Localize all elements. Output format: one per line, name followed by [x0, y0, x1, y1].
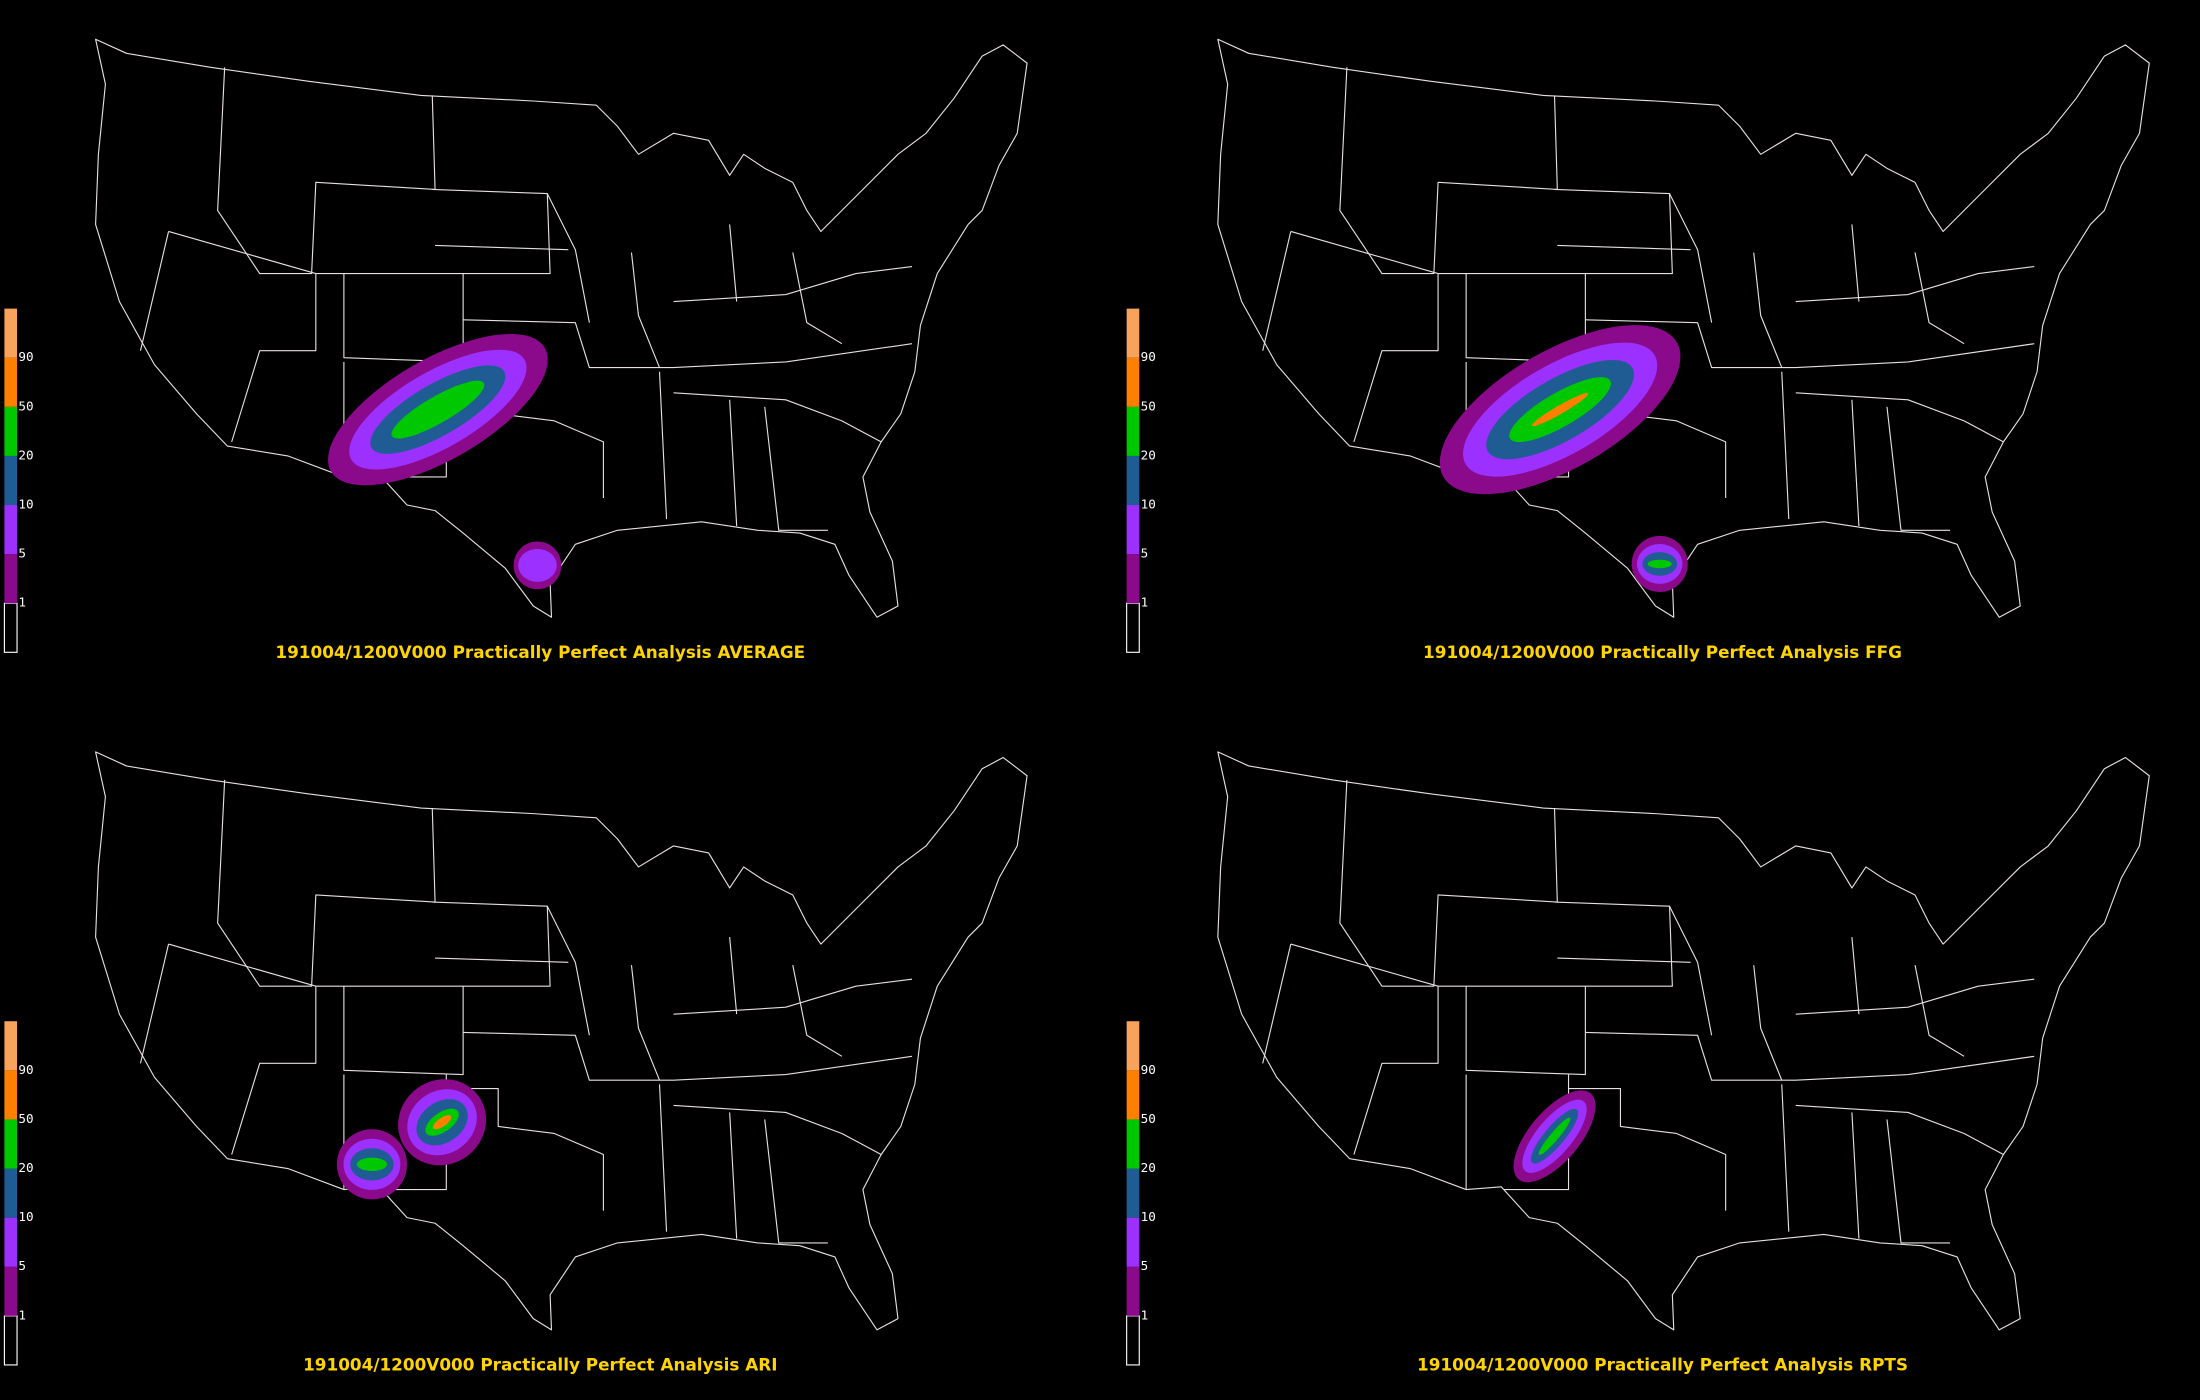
colorbar-segment — [4, 1021, 18, 1071]
map-panel: 191004/1200V000 Practically Perfect Anal… — [3, 751, 1028, 1375]
colorbar-label: 20 — [18, 447, 33, 462]
colorbar-label: 90 — [1141, 349, 1156, 364]
probability-contour — [328, 333, 548, 486]
colorbar-segment — [4, 1217, 18, 1267]
colorbar-label: 20 — [1141, 447, 1156, 462]
probability-contour — [1631, 535, 1688, 592]
panel-title: 191004/1200V000 Practically Perfect Anal… — [1423, 642, 1902, 662]
colorbar-segment — [4, 1168, 18, 1218]
colorbar-label: 50 — [1141, 1111, 1156, 1126]
colorbar-segment — [4, 505, 18, 555]
colorbar-segment — [4, 308, 18, 358]
colorbar-label: 10 — [1141, 497, 1156, 512]
colorbar-below — [3, 1315, 18, 1366]
colorbar-label: 90 — [18, 349, 33, 364]
colorbar-label: 90 — [18, 1062, 33, 1077]
colorbar-segment — [4, 1070, 18, 1120]
probability-contour — [398, 1079, 487, 1166]
us-map-outline — [1217, 38, 2150, 618]
colorbar-segment — [4, 455, 18, 506]
map-panel: 191004/1200V000 Practically Perfect Anal… — [1126, 38, 2150, 662]
colorbar-segment — [1126, 406, 1140, 456]
colorbar-below — [1126, 602, 1140, 653]
colorbar-label: 20 — [18, 1160, 33, 1175]
colorbar-segment — [1126, 1217, 1140, 1267]
us-map-outline — [1217, 751, 2150, 1331]
colorbar-segment — [1126, 308, 1140, 358]
colorbar-label: 50 — [18, 1111, 33, 1126]
colorbar-label: 1 — [18, 595, 26, 610]
colorbar-segment — [1126, 357, 1140, 407]
colorbar-segment — [4, 357, 18, 407]
probability-contour — [513, 541, 562, 590]
contour-fill — [432, 1115, 452, 1130]
colorbar-label: 5 — [1141, 1258, 1149, 1273]
colorbar-segment — [1126, 455, 1140, 506]
contour-fill — [1532, 393, 1589, 427]
colorbar-segment — [1126, 554, 1140, 604]
probability-contour — [1439, 325, 1681, 495]
colorbar-label: 5 — [18, 546, 26, 561]
colorbar-segment — [1126, 1119, 1140, 1169]
colorbar-segment — [1126, 505, 1140, 555]
colorbar-segment — [1126, 1070, 1140, 1120]
colorbar-segment — [4, 554, 18, 604]
colorbar-label: 90 — [1141, 1062, 1156, 1077]
colorbar-label: 50 — [18, 398, 33, 413]
colorbar-label: 1 — [1141, 595, 1149, 610]
map-panel: 191004/1200V000 Practically Perfect Anal… — [1126, 751, 2150, 1375]
colorbar-segment — [4, 406, 18, 456]
colorbar-label: 5 — [18, 1258, 26, 1273]
colorbar-label: 10 — [18, 1209, 33, 1224]
contour-fill — [391, 380, 485, 439]
panel-title: 191004/1200V000 Practically Perfect Anal… — [275, 642, 805, 662]
colorbar-segment — [1126, 1266, 1140, 1316]
panel-title: 191004/1200V000 Practically Perfect Anal… — [1417, 1355, 1908, 1375]
colorbar-label: 10 — [18, 497, 33, 512]
panel-title: 191004/1200V000 Practically Perfect Anal… — [303, 1355, 777, 1375]
colorbar-label: 5 — [1141, 546, 1149, 561]
us-map-outline — [95, 751, 1028, 1331]
colorbar-label: 1 — [18, 1307, 26, 1322]
contour-fill — [356, 1157, 388, 1171]
colorbar-segment — [4, 1119, 18, 1169]
colorbar-label: 1 — [1141, 1307, 1149, 1322]
colorbar-label: 20 — [1141, 1160, 1156, 1175]
us-map-outline — [95, 38, 1028, 618]
contour-fill — [1647, 559, 1672, 569]
colorbar-segment — [1126, 1168, 1140, 1218]
colorbar-segment — [1126, 1021, 1140, 1071]
probability-contour — [1513, 1090, 1596, 1183]
colorbar-label: 50 — [1141, 398, 1156, 413]
probability-contour — [336, 1129, 408, 1200]
colorbar-below — [3, 602, 18, 653]
colorbar-label: 10 — [1141, 1209, 1156, 1224]
colorbar-below — [1126, 1315, 1140, 1366]
contour-fill — [518, 548, 557, 582]
colorbar-segment — [4, 1266, 18, 1316]
contour-fill — [1538, 1117, 1571, 1155]
map-panel: 191004/1200V000 Practically Perfect Anal… — [3, 38, 1028, 662]
